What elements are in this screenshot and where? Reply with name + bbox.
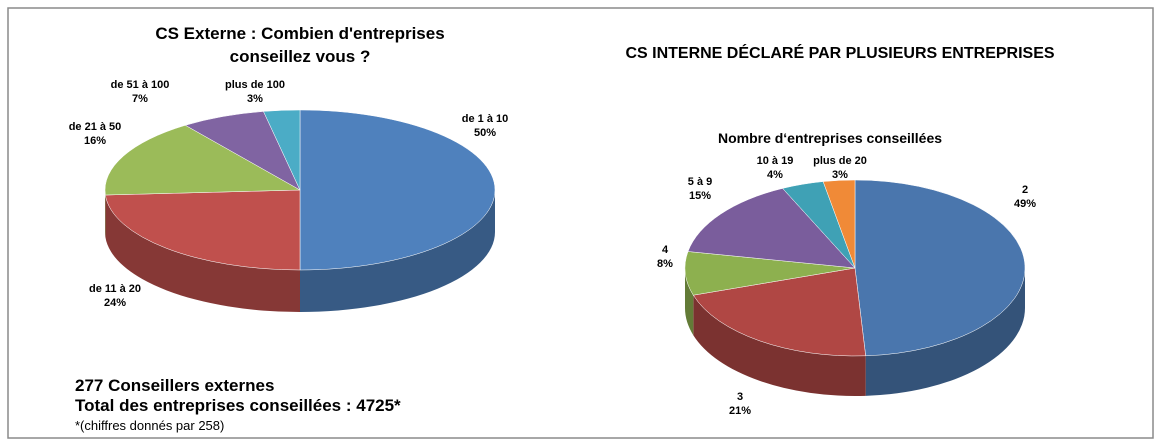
slice <box>299 109 496 271</box>
annotation: Total des entreprises conseillées : 4725… <box>75 396 401 415</box>
value-label: 49% <box>1014 198 1036 210</box>
value-label: 8% <box>657 258 673 270</box>
slice-label: de 21 à 50 <box>69 121 122 133</box>
slice-label: de 51 à 100 <box>111 79 170 91</box>
slice <box>105 189 301 271</box>
frame <box>7 7 1154 439</box>
value-label: 15% <box>689 190 711 202</box>
slice-label: de 11 à 20 <box>89 283 141 295</box>
value-label: 16% <box>84 135 106 147</box>
slice <box>854 179 1026 357</box>
slice <box>687 188 856 269</box>
chart-title: CS INTERNE DÉCLARÉ PAR PLUSIEURS ENTREPR… <box>625 45 1055 62</box>
slice-label: plus de 20 <box>813 155 867 167</box>
slice <box>263 109 301 191</box>
value-label: 3% <box>247 93 263 105</box>
slice-label: 3 <box>737 391 743 403</box>
slice-side <box>693 295 866 396</box>
slice-label: 2 <box>1022 184 1028 196</box>
slice-side <box>105 195 300 312</box>
value-label: 4% <box>767 169 783 181</box>
slice-label: 4 <box>662 244 669 256</box>
slice-side <box>300 190 495 312</box>
slice-side <box>865 268 1025 396</box>
chart-subtitle: Nombre d‘entreprises conseillées <box>717 130 943 146</box>
annotation: 277 Conseillers externes <box>75 376 275 395</box>
value-label: 50% <box>474 127 496 139</box>
slice <box>692 267 866 357</box>
value-label: 24% <box>104 297 126 309</box>
slice <box>822 179 856 269</box>
annotation: *(chiffres donnés par 258) <box>75 418 225 433</box>
slice-label: 10 à 19 <box>757 155 794 167</box>
value-label: 21% <box>729 405 751 417</box>
slice <box>104 125 301 196</box>
slice-label: 5 à 9 <box>688 176 712 188</box>
slice-side <box>685 268 694 336</box>
value-label: 3% <box>832 169 848 181</box>
value-label: 7% <box>132 93 148 105</box>
slice-label: de 1 à 10 <box>462 113 508 125</box>
chart-title: CS Externe : Combien d'entreprises conse… <box>155 24 445 66</box>
slice-label: plus de 100 <box>225 79 285 91</box>
